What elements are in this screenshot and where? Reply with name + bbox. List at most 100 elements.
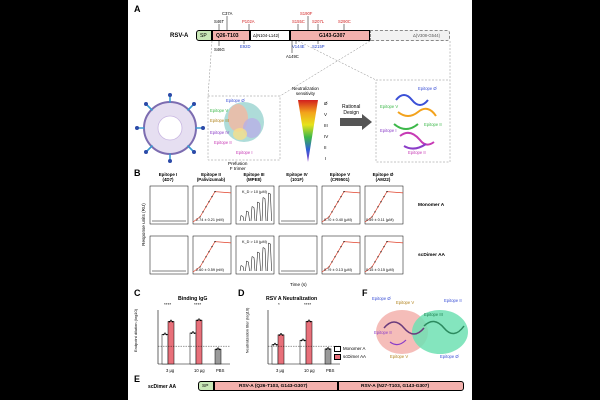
mutation-s46t: S46T (214, 19, 225, 24)
data-point (274, 342, 276, 345)
x-category: 3 μg (276, 368, 285, 373)
x-category: PBS (326, 368, 335, 373)
mutation-s215p: S215P (312, 44, 325, 49)
spr-curve-point (214, 191, 216, 193)
sensitivity-level: I (325, 156, 327, 161)
kd-value: 2.60 ± 0.59 (nM) (196, 268, 224, 272)
spr-curve-point (386, 191, 388, 193)
data-point (281, 334, 284, 336)
spr-fit-curve (192, 241, 232, 273)
spr-curve-point (340, 196, 342, 198)
bar (214, 348, 222, 365)
bar (189, 332, 197, 365)
mutation-s290c: S290C (338, 19, 351, 24)
scdimer-structure (376, 310, 468, 354)
data-point (162, 333, 165, 336)
sensitivity-wedge (298, 100, 318, 162)
data-point (190, 332, 193, 334)
spr-curve-point (386, 241, 388, 243)
spr-curve-point (328, 266, 330, 268)
spr-curve-point (377, 206, 379, 208)
trimer-epitope-iii: Epitope III (210, 118, 229, 123)
data-point (215, 348, 218, 351)
panel-e-seg2: RSV-A (N27-T103, G143-G307) (338, 381, 464, 391)
kd-value: K_D > 10 (μM) (242, 240, 267, 244)
x-category: 3 μg (166, 368, 175, 373)
spr-plot-frame (364, 185, 404, 225)
bar (277, 334, 285, 365)
bar (324, 348, 332, 365)
mutation-s190f: S190F (300, 11, 313, 16)
legend-scdimer: scDimer AA (334, 354, 366, 360)
mutation-e92d: E92D (240, 44, 251, 49)
dimer-epitope: Epitope V (390, 354, 409, 359)
mutation-p102a: P102A (242, 19, 255, 24)
monomer-epitope-v: Epitope V (380, 104, 399, 109)
row-label-monomer: Monomer A (418, 203, 445, 208)
data-point (275, 343, 278, 346)
sensitivity-title: Neutralization sensitivity (292, 86, 319, 96)
spr-curve-point (202, 261, 204, 263)
spr-plot-frame (192, 235, 232, 275)
spr-curve-point (343, 191, 345, 193)
dimer-epitope: Epitope II (444, 298, 462, 303)
spr-col-title: Epitope Ø (AM22) (372, 172, 394, 182)
spr-curve-point (208, 201, 210, 203)
sig-marker: * (278, 302, 280, 307)
spr-curve-point (331, 211, 333, 213)
spr-fit-curve (192, 191, 232, 223)
data-point (303, 339, 306, 342)
spr-fit-curve (321, 191, 361, 223)
spr-plot-frame (235, 235, 275, 275)
sig-marker: **** (164, 302, 172, 307)
deletion-2: Δ(V308-G544) (370, 30, 450, 41)
spr-curve-point (374, 211, 376, 213)
spr-curve-point (328, 216, 330, 218)
sensitivity-level: Ø (324, 101, 328, 106)
rational-design-arrow (340, 114, 372, 130)
x-category: PBS (216, 368, 225, 373)
segment-q26-t103: Q26-T103 (212, 30, 250, 41)
data-point (302, 338, 304, 341)
virus-particle (135, 93, 205, 163)
spr-curve-point (383, 196, 385, 198)
dimer-epitope: Epitope II (374, 330, 392, 335)
monomer-structure (393, 94, 437, 150)
spr-sensorgrams (149, 185, 404, 275)
spr-curve-point (383, 246, 385, 248)
spr-curve-point (199, 266, 201, 268)
construct-label: RSV-A (170, 33, 189, 39)
data-point (217, 347, 219, 349)
trimer-epitope-v: Epitope V (210, 108, 229, 113)
panel-a-letter: A (134, 4, 141, 14)
bar (271, 344, 279, 365)
x-category: 10 μg (304, 368, 315, 373)
binding-igg-chart (157, 310, 230, 365)
spr-plot-frame (149, 185, 189, 225)
panel-d-title: RSV A Neutralization (266, 296, 318, 302)
sensitivity-level: V (324, 112, 328, 117)
monomer-epitope-0: Epitope Ø (418, 86, 437, 91)
spr-curve-point (199, 216, 201, 218)
spr-fit-curve (321, 241, 361, 273)
deletion-1: Δ(N104-L142) (250, 30, 290, 41)
bar (305, 321, 313, 365)
data-point (327, 347, 329, 349)
segment-g143-g307: G143-G307 (290, 30, 370, 41)
spr-plot-frame (192, 185, 232, 225)
spr-curve-point (205, 256, 207, 258)
data-point (171, 320, 174, 323)
kd-value: K_D > 10 (μM) (242, 190, 267, 194)
spr-x-axis-label: Time (s) (290, 282, 307, 287)
mutation-s155c: S155C (292, 19, 305, 24)
spr-injection-traces (239, 242, 272, 272)
spr-curve-point (334, 206, 336, 208)
spr-plot-frame (321, 185, 361, 225)
panel-b-letter: B (134, 168, 141, 178)
spr-col-title: Epitope IV (101F) (286, 172, 308, 182)
spr-plot-frame (149, 235, 189, 275)
spr-curve-point (211, 196, 213, 198)
data-point (306, 320, 309, 323)
spr-curve-point (202, 211, 204, 213)
spr-curve-point (337, 201, 339, 203)
